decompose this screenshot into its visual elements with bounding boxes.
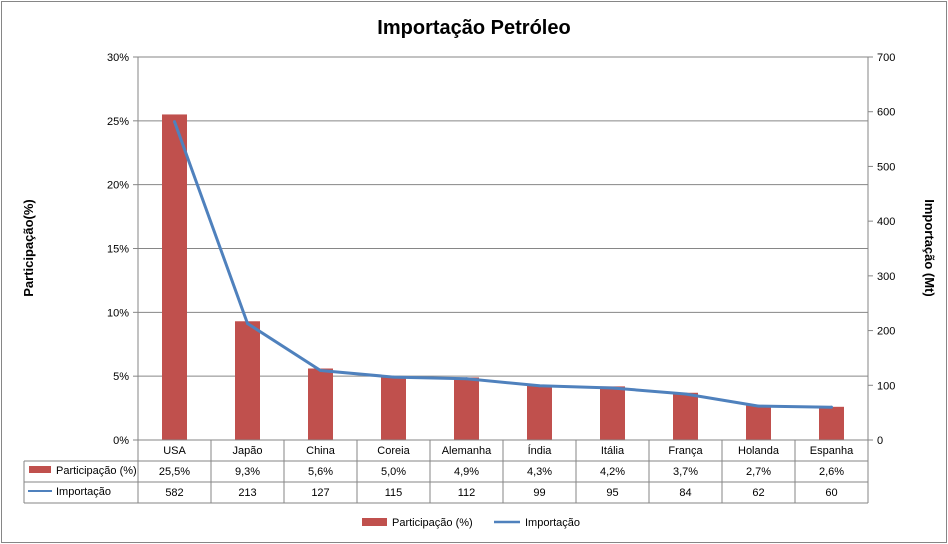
importacao-point — [319, 369, 322, 373]
data-label-participacao: 2,7% — [746, 466, 771, 478]
bar-espanha — [819, 406, 844, 440]
category-label: Espanha — [810, 445, 854, 457]
y-left-tick-label: 25% — [107, 116, 129, 128]
data-label-participacao: 4,9% — [454, 466, 479, 478]
importacao-line — [173, 121, 832, 409]
data-label-importacao: 95 — [606, 487, 618, 499]
category-label: Índia — [528, 444, 553, 457]
bar-china — [308, 368, 333, 440]
category-label: França — [668, 445, 703, 457]
data-label-participacao: 4,3% — [527, 466, 552, 478]
y-right-tick-label: 600 — [877, 107, 895, 119]
y-right-tick-label: 0 — [877, 435, 883, 447]
data-label-importacao: 213 — [238, 487, 256, 499]
data-label-participacao: 9,3% — [235, 466, 260, 478]
importacao-point — [611, 386, 614, 390]
data-label-participacao: 25,5% — [159, 466, 190, 478]
bar-coreia — [381, 376, 406, 440]
data-label-importacao: 127 — [311, 487, 329, 499]
bar-alemanha — [454, 377, 479, 440]
bar-japão — [235, 321, 260, 440]
data-label-participacao: 2,6% — [819, 466, 844, 478]
y-right-tick-label: 700 — [877, 52, 895, 64]
importacao-point — [830, 405, 833, 409]
legend-bar-swatch — [362, 518, 387, 526]
data-label-participacao: 3,7% — [673, 466, 698, 478]
importacao-point — [392, 375, 395, 379]
data-label-importacao: 112 — [458, 487, 476, 499]
data-label-importacao: 60 — [825, 487, 837, 499]
data-label-importacao: 62 — [752, 487, 764, 499]
importacao-point — [684, 392, 687, 396]
data-label-importacao: 84 — [679, 487, 691, 499]
importacao-point — [465, 377, 468, 381]
y-axis-right-label: Importação (Mt) — [922, 199, 937, 297]
y-left-tick-label: 0% — [113, 435, 129, 447]
bar-holanda — [746, 405, 771, 440]
bar-usa — [162, 114, 187, 440]
category-label: Itália — [601, 445, 625, 457]
category-label: Holanda — [738, 445, 780, 457]
data-label-participacao: 4,2% — [600, 466, 625, 478]
category-label: Coreia — [377, 445, 410, 457]
category-label: Japão — [233, 445, 263, 457]
table-row-header-importacao: Importação — [56, 486, 111, 498]
data-label-importacao: 115 — [385, 487, 403, 499]
chart-title: Importação Petróleo — [377, 17, 570, 39]
y-right-tick-label: 100 — [877, 380, 895, 392]
y-left-tick-label: 20% — [107, 180, 129, 192]
table-row-header-participacao: Participação (%) — [56, 465, 137, 477]
bar-frança — [673, 392, 698, 440]
data-label-participacao: 5,6% — [308, 466, 333, 478]
legend-participacao: Participação (%) — [392, 517, 473, 529]
category-label: USA — [163, 445, 186, 457]
importacao-point — [757, 404, 760, 408]
category-label: Alemanha — [442, 445, 492, 457]
importacao-point — [246, 321, 249, 325]
importacao-point — [538, 384, 541, 388]
bar-índia — [527, 385, 552, 440]
table-bar-key — [29, 466, 51, 473]
category-label: China — [306, 445, 336, 457]
y-left-tick-label: 10% — [107, 307, 129, 319]
y-right-tick-label: 300 — [877, 271, 895, 283]
y-right-tick-label: 500 — [877, 161, 895, 173]
data-label-importacao: 582 — [165, 487, 183, 499]
y-left-tick-label: 5% — [113, 371, 129, 383]
y-left-tick-label: 15% — [107, 244, 129, 256]
y-right-tick-label: 400 — [877, 216, 895, 228]
bar-itália — [600, 386, 625, 440]
data-label-importacao: 99 — [533, 487, 545, 499]
legend-importacao: Importação — [525, 517, 580, 529]
importacao-point — [173, 120, 176, 124]
data-label-participacao: 5,0% — [381, 466, 406, 478]
y-right-tick-label: 200 — [877, 326, 895, 338]
y-axis-left-label: Participação(%) — [21, 199, 36, 297]
y-left-tick-label: 30% — [107, 52, 129, 64]
